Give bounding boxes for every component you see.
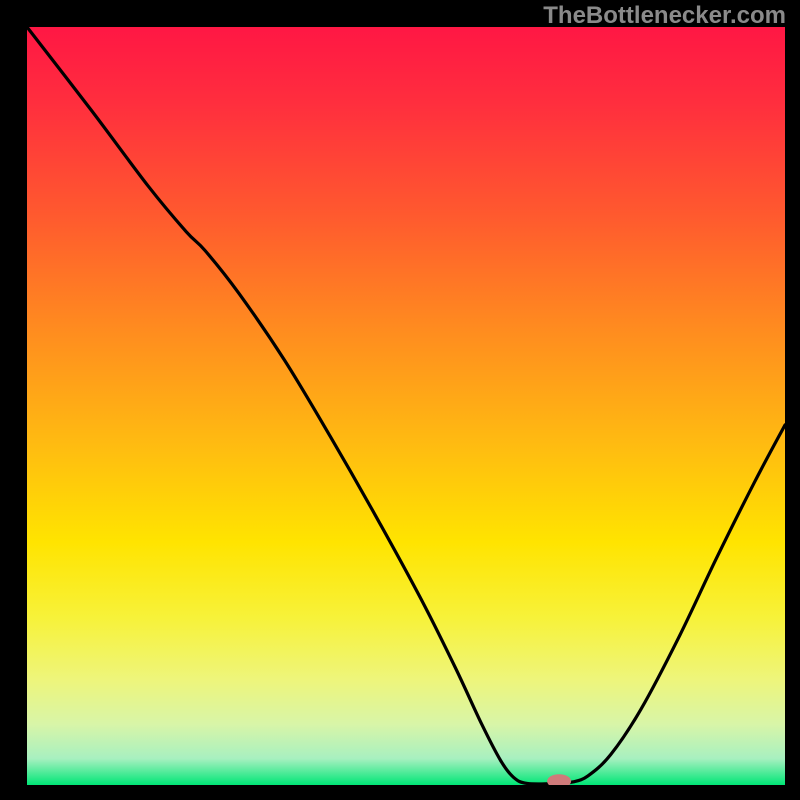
- chart-frame: TheBottlenecker.com: [0, 0, 800, 800]
- bottleneck-chart: [27, 27, 785, 785]
- watermark-text: TheBottlenecker.com: [543, 2, 786, 30]
- gradient-background: [27, 27, 785, 785]
